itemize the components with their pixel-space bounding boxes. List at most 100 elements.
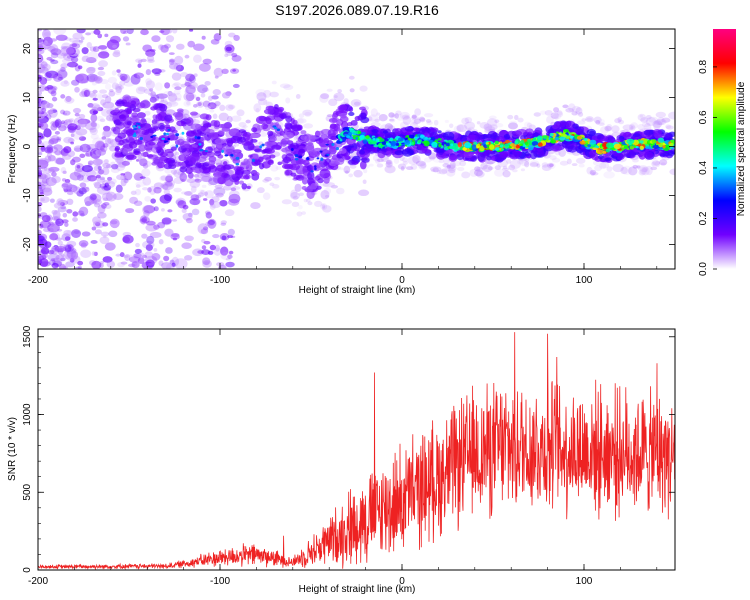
spectrogram-blob: [669, 168, 675, 176]
spectrogram-blob: [581, 118, 587, 122]
spectrogram-blob: [441, 168, 448, 174]
snr-y-tick-label: 1500: [22, 325, 33, 348]
spectrogram-blob: [200, 190, 205, 194]
spectrogram-blob: [263, 100, 270, 106]
spectrogram-blob: [604, 125, 612, 132]
spectrogram-blob: [149, 94, 158, 103]
spectrogram-blob: [400, 166, 405, 171]
spectrogram-blob: [462, 147, 468, 151]
spectrogram-blob: [140, 29, 149, 36]
spectrogram-blob: [175, 197, 186, 207]
spectrogram-blob: [155, 113, 163, 122]
spectrogram-blob: [213, 67, 224, 77]
spectrogram-blob: [53, 144, 63, 151]
spectrogram-blob: [163, 255, 170, 262]
spectrogram-blob: [181, 208, 187, 214]
spectrogram-blob: [119, 114, 127, 122]
spectrogram-blob: [217, 176, 227, 185]
spectrogram-blob: [225, 261, 235, 268]
spectrogram-blob: [118, 139, 125, 146]
spectrogram-blob: [310, 170, 314, 173]
spectrogram-blob: [39, 191, 44, 195]
spectrogram-x-tick-label: 0: [399, 275, 405, 286]
spectrogram-blob: [38, 133, 46, 139]
spectrogram-blob: [554, 111, 564, 118]
spectrogram-blob: [145, 80, 155, 90]
spectrogram-blob: [430, 169, 436, 173]
spectrogram-blob: [77, 65, 83, 70]
spectrogram-blob: [181, 242, 192, 249]
spectrogram-blob: [255, 88, 267, 97]
spectrogram-blob: [97, 169, 106, 174]
spectrogram-blob: [256, 124, 264, 131]
spectrogram-blob: [75, 73, 89, 84]
spectrogram-blob: [226, 234, 234, 239]
spectrogram-blob: [245, 119, 251, 124]
spectrogram-blob: [120, 261, 128, 265]
spectrogram-blob: [90, 113, 98, 123]
spectrogram-blob: [235, 156, 240, 160]
spectrogram-blob: [428, 137, 431, 140]
spectrogram-blob: [41, 187, 53, 197]
spectrogram-blob: [164, 158, 173, 164]
spectrogram-blob: [119, 73, 128, 81]
spectrogram-blob: [183, 91, 195, 102]
spectrogram-blob: [449, 162, 456, 168]
spectrogram-blob: [385, 159, 393, 169]
spectrogram-blob: [66, 229, 75, 237]
spectrogram-blob: [254, 148, 263, 153]
spectrogram-blob: [133, 200, 143, 207]
spectrogram-blob: [544, 110, 553, 116]
spectrogram-blob: [164, 176, 171, 181]
spectrogram-blob: [54, 68, 67, 79]
spectrogram-blob: [298, 204, 303, 210]
spectrogram-blob: [38, 63, 46, 74]
spectrogram-blob: [195, 198, 202, 204]
spectrogram-blob: [90, 103, 100, 110]
spectrogram-y-tick-label: -20: [22, 237, 33, 252]
spectrogram-blob: [123, 178, 129, 184]
spectrogram-blob: [355, 136, 359, 140]
spectrogram-blob: [78, 206, 89, 217]
spectrogram-blob: [509, 120, 518, 126]
spectrogram-blob: [116, 156, 123, 165]
spectrogram-blob: [220, 251, 232, 260]
spectrogram-blob: [347, 145, 355, 154]
spectrogram-blob: [44, 155, 52, 163]
spectrogram-blob: [50, 90, 57, 97]
spectrogram-blob: [176, 120, 186, 127]
spectrogram-blob: [283, 84, 294, 91]
spectrogram-blob: [499, 144, 504, 148]
spectrogram-blob: [261, 143, 265, 147]
spectrogram-blob: [117, 132, 127, 139]
spectrogram-blob: [162, 183, 169, 190]
spectrogram-blob: [576, 120, 586, 125]
spectrogram-blob: [186, 100, 191, 106]
spectrogram-blob: [120, 75, 126, 82]
spectrogram-blob: [61, 122, 69, 126]
spectrogram-blob: [137, 154, 142, 161]
spectrogram-blob: [410, 115, 420, 121]
spectrogram-blob: [114, 107, 120, 113]
spectrogram-blob: [381, 140, 387, 145]
spectrogram-blob: [270, 164, 279, 172]
spectrogram-blob: [589, 169, 597, 176]
spectrogram-blob: [94, 202, 101, 208]
figure-title: S197.2026.089.07.19.R16: [275, 2, 439, 18]
spectrogram-blob: [92, 158, 103, 166]
spectrogram-blob: [81, 231, 91, 237]
spectrogram-blob: [623, 145, 629, 149]
spectrogram-blob: [457, 166, 465, 172]
spectrogram-blob: [520, 139, 525, 145]
spectrogram-blob: [141, 216, 150, 224]
spectrogram-blob: [133, 172, 144, 181]
spectrogram-blob: [404, 126, 415, 132]
spectrogram-blob: [151, 252, 161, 261]
spectrogram-blob: [143, 88, 153, 94]
spectrogram-blob: [598, 122, 605, 126]
spectrogram-blob: [107, 142, 115, 148]
snr-x-tick-label: 100: [576, 576, 593, 587]
spectrogram-blob: [202, 167, 211, 174]
spectrogram-blob: [238, 166, 245, 171]
